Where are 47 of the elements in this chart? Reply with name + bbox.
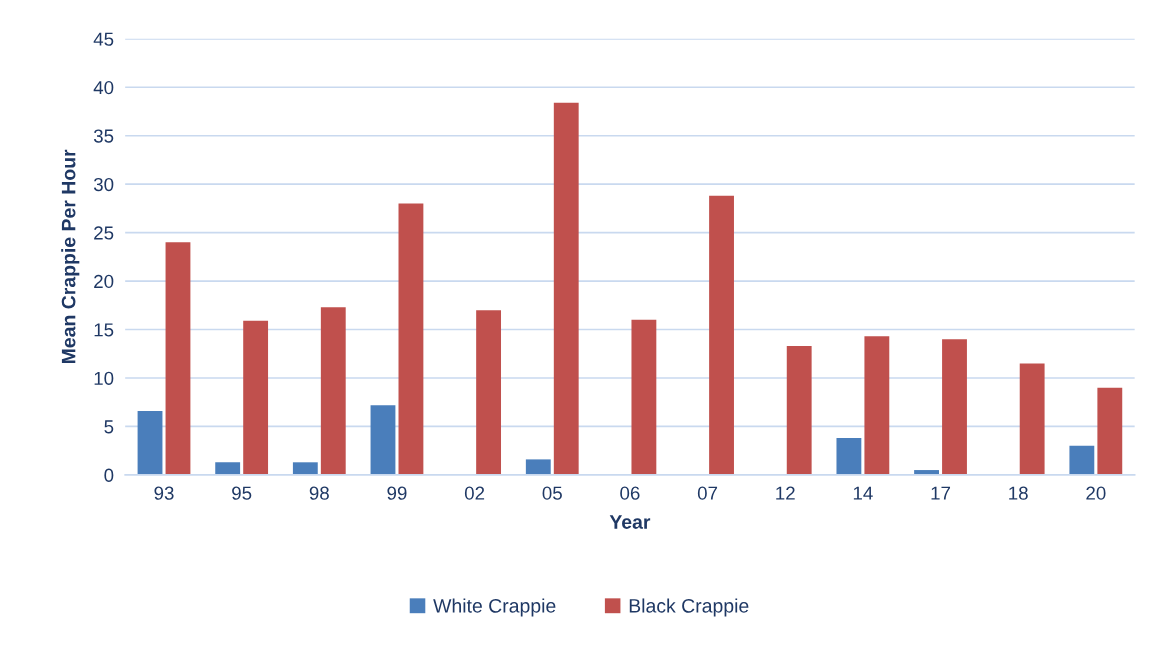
y-tick-label: 25 (94, 226, 114, 240)
bar (553, 102, 579, 475)
bar (1097, 387, 1123, 475)
x-tick-label: 17 (931, 486, 951, 500)
bar (631, 319, 657, 475)
y-tick-label: 0 (104, 468, 114, 482)
bar (942, 339, 967, 475)
bar (476, 310, 502, 475)
x-axis-title: Year (609, 515, 651, 529)
y-tick-label: 5 (104, 420, 114, 434)
bar (525, 459, 551, 475)
bar (864, 336, 890, 475)
bar (836, 438, 862, 475)
x-tick-label: 18 (1009, 486, 1028, 500)
y-tick-label: 15 (94, 323, 114, 337)
bar (165, 242, 191, 475)
legend-label: Black Crappie (629, 598, 749, 617)
x-tick-label: 02 (464, 486, 485, 500)
x-tick-label: 06 (620, 486, 640, 500)
bar (398, 203, 424, 475)
y-tick-label: 10 (94, 371, 114, 385)
legend-label: White Crappie (433, 598, 556, 617)
bar (243, 320, 269, 475)
y-tick-label: 35 (93, 129, 114, 143)
x-tick-label: 14 (853, 486, 873, 500)
bar (709, 195, 734, 475)
y-tick-label: 40 (93, 80, 114, 95)
x-tick-label: 95 (232, 486, 252, 500)
x-tick-label: 12 (776, 486, 795, 500)
bar (1019, 363, 1045, 475)
bar (1069, 445, 1095, 475)
bar (786, 346, 812, 475)
y-tick-label: 20 (94, 274, 114, 289)
x-tick-label: 20 (1086, 486, 1106, 500)
bar (370, 405, 396, 475)
y-tick-label: 45 (93, 32, 114, 46)
x-tick-label: 98 (309, 486, 329, 500)
x-tick-label: 99 (387, 486, 407, 500)
bar (292, 462, 318, 475)
y-axis-title: Mean Crappie Per Hour (61, 149, 80, 364)
x-tick-label: 07 (697, 486, 718, 500)
y-tick-label: 30 (93, 177, 114, 192)
bar (137, 410, 163, 475)
bar (215, 462, 241, 475)
x-tick-label: 05 (542, 486, 562, 500)
bar (320, 307, 346, 475)
x-tick-label: 93 (154, 486, 174, 500)
